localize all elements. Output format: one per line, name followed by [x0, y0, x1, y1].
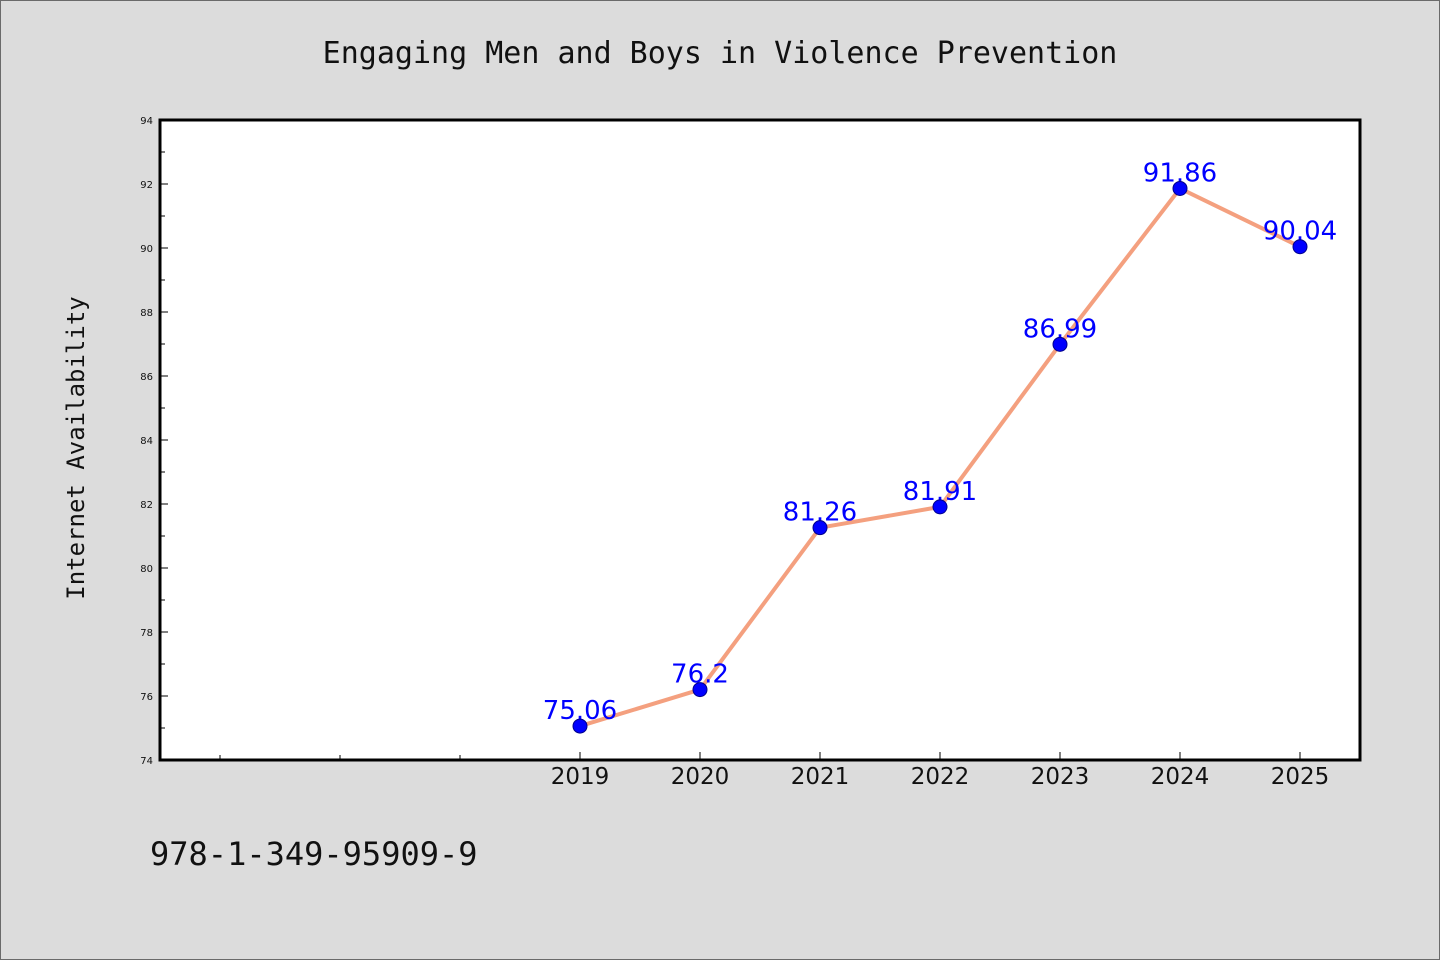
footnote: 978-1-349-95909-9: [150, 835, 478, 873]
x-tick-label: 2023: [1031, 764, 1090, 790]
y-tick-label: 84: [140, 436, 153, 447]
x-tick-label: 2019: [551, 764, 610, 790]
y-tick-label: 92: [140, 180, 153, 191]
data-point: [812, 520, 828, 536]
data-point: [1172, 180, 1188, 196]
data-point: [932, 499, 948, 515]
chart-title: Engaging Men and Boys in Violence Preven…: [323, 36, 1118, 71]
y-tick-label: 74: [140, 756, 153, 767]
y-tick-label: 78: [140, 628, 153, 639]
x-tick-label: 2024: [1151, 764, 1210, 790]
y-axis-ticks: 74 76 78 80 82 84 86 88 90 92 94: [140, 116, 168, 767]
x-tick-label: 2025: [1271, 764, 1330, 790]
data-point: [1052, 336, 1068, 352]
y-tick-label: 90: [140, 244, 153, 255]
x-tick-label: 2020: [671, 764, 730, 790]
plot-area: [160, 120, 1360, 760]
y-tick-label: 76: [140, 692, 153, 703]
plot-border: [158, 118, 1362, 762]
data-point: [1292, 239, 1308, 255]
x-axis-ticks: 2019 2020 2021 2022 2023 2024 2025: [219, 752, 1330, 790]
x-tick-label: 2021: [791, 764, 850, 790]
y-tick-label: 88: [140, 308, 153, 319]
y-tick-label: 94: [140, 116, 153, 127]
x-tick-label: 2022: [911, 764, 970, 790]
y-tick-label: 82: [140, 500, 153, 511]
y-tick-label: 80: [140, 564, 153, 575]
data-point: [692, 682, 708, 698]
data-point: [572, 718, 588, 734]
y-tick-label: 86: [140, 372, 153, 383]
y-axis-label: Internet Availability: [62, 296, 90, 599]
